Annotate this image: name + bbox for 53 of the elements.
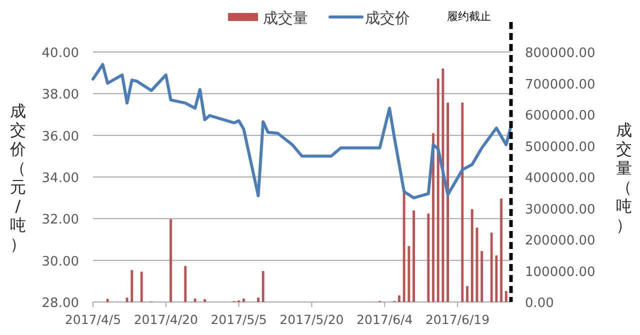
ref-line-label: 履约截止 bbox=[447, 10, 491, 23]
y2-tick-label: 700000.00 bbox=[525, 77, 596, 92]
bar bbox=[398, 295, 400, 302]
bar bbox=[194, 298, 196, 302]
y-tick-label: 38.00 bbox=[42, 88, 79, 103]
bar bbox=[412, 210, 415, 302]
bar bbox=[446, 102, 450, 302]
y-tick-label: 40.00 bbox=[42, 46, 79, 61]
bar bbox=[140, 272, 143, 302]
bar bbox=[466, 286, 468, 302]
y2-tick-label: 100000.00 bbox=[525, 264, 596, 280]
y-tick-label: 30.00 bbox=[42, 254, 79, 270]
bar bbox=[402, 192, 406, 302]
bar bbox=[470, 209, 474, 302]
y-tick-label: 32.00 bbox=[42, 212, 79, 228]
y2-tick-label: 800000.00 bbox=[525, 46, 596, 61]
y-tick-label: 36.00 bbox=[42, 129, 79, 144]
bar bbox=[504, 291, 508, 302]
y-tick-label: 34.00 bbox=[42, 171, 79, 186]
bar bbox=[242, 298, 245, 302]
bar bbox=[480, 251, 484, 302]
x-tick-label: 2017/4/5 bbox=[64, 312, 122, 327]
bar bbox=[461, 102, 464, 302]
bar bbox=[130, 270, 134, 302]
bar bbox=[427, 214, 430, 302]
bar bbox=[408, 246, 410, 302]
x-tick-label: 2017/5/20 bbox=[280, 312, 344, 327]
y2-tick-label: 300000.00 bbox=[525, 202, 596, 218]
x-tick-label: 2017/4/20 bbox=[134, 312, 198, 327]
bar bbox=[184, 266, 187, 302]
y-axis-title: 成交价（元/吨） bbox=[9, 102, 26, 254]
bar bbox=[490, 232, 493, 302]
bar bbox=[500, 198, 502, 302]
y2-tick-label: 500000.00 bbox=[525, 140, 596, 155]
bar bbox=[495, 255, 498, 302]
x-tick-label: 2017/6/19 bbox=[425, 312, 490, 327]
y2-tick-label: 400000.00 bbox=[525, 171, 596, 186]
y-tick-label: 28.00 bbox=[42, 296, 79, 311]
legend-label: 成交量 bbox=[263, 9, 308, 27]
y2-tick-label: 600000.00 bbox=[525, 108, 596, 124]
bar bbox=[170, 219, 172, 302]
bar bbox=[106, 298, 109, 302]
legend-label: 成交价 bbox=[365, 9, 410, 27]
bar bbox=[257, 298, 260, 302]
y2-tick-label: 200000.00 bbox=[525, 234, 596, 248]
y2-axis-title: 成交量（吨） bbox=[616, 120, 632, 234]
bar bbox=[204, 299, 206, 302]
x-tick-label: 2017/6/4 bbox=[356, 312, 413, 327]
x-tick-label: 2017/5/5 bbox=[210, 312, 267, 327]
bar bbox=[262, 271, 264, 302]
line-series bbox=[92, 63, 512, 200]
bar bbox=[436, 78, 440, 302]
y2-tick-label: 0.00 bbox=[525, 296, 554, 311]
